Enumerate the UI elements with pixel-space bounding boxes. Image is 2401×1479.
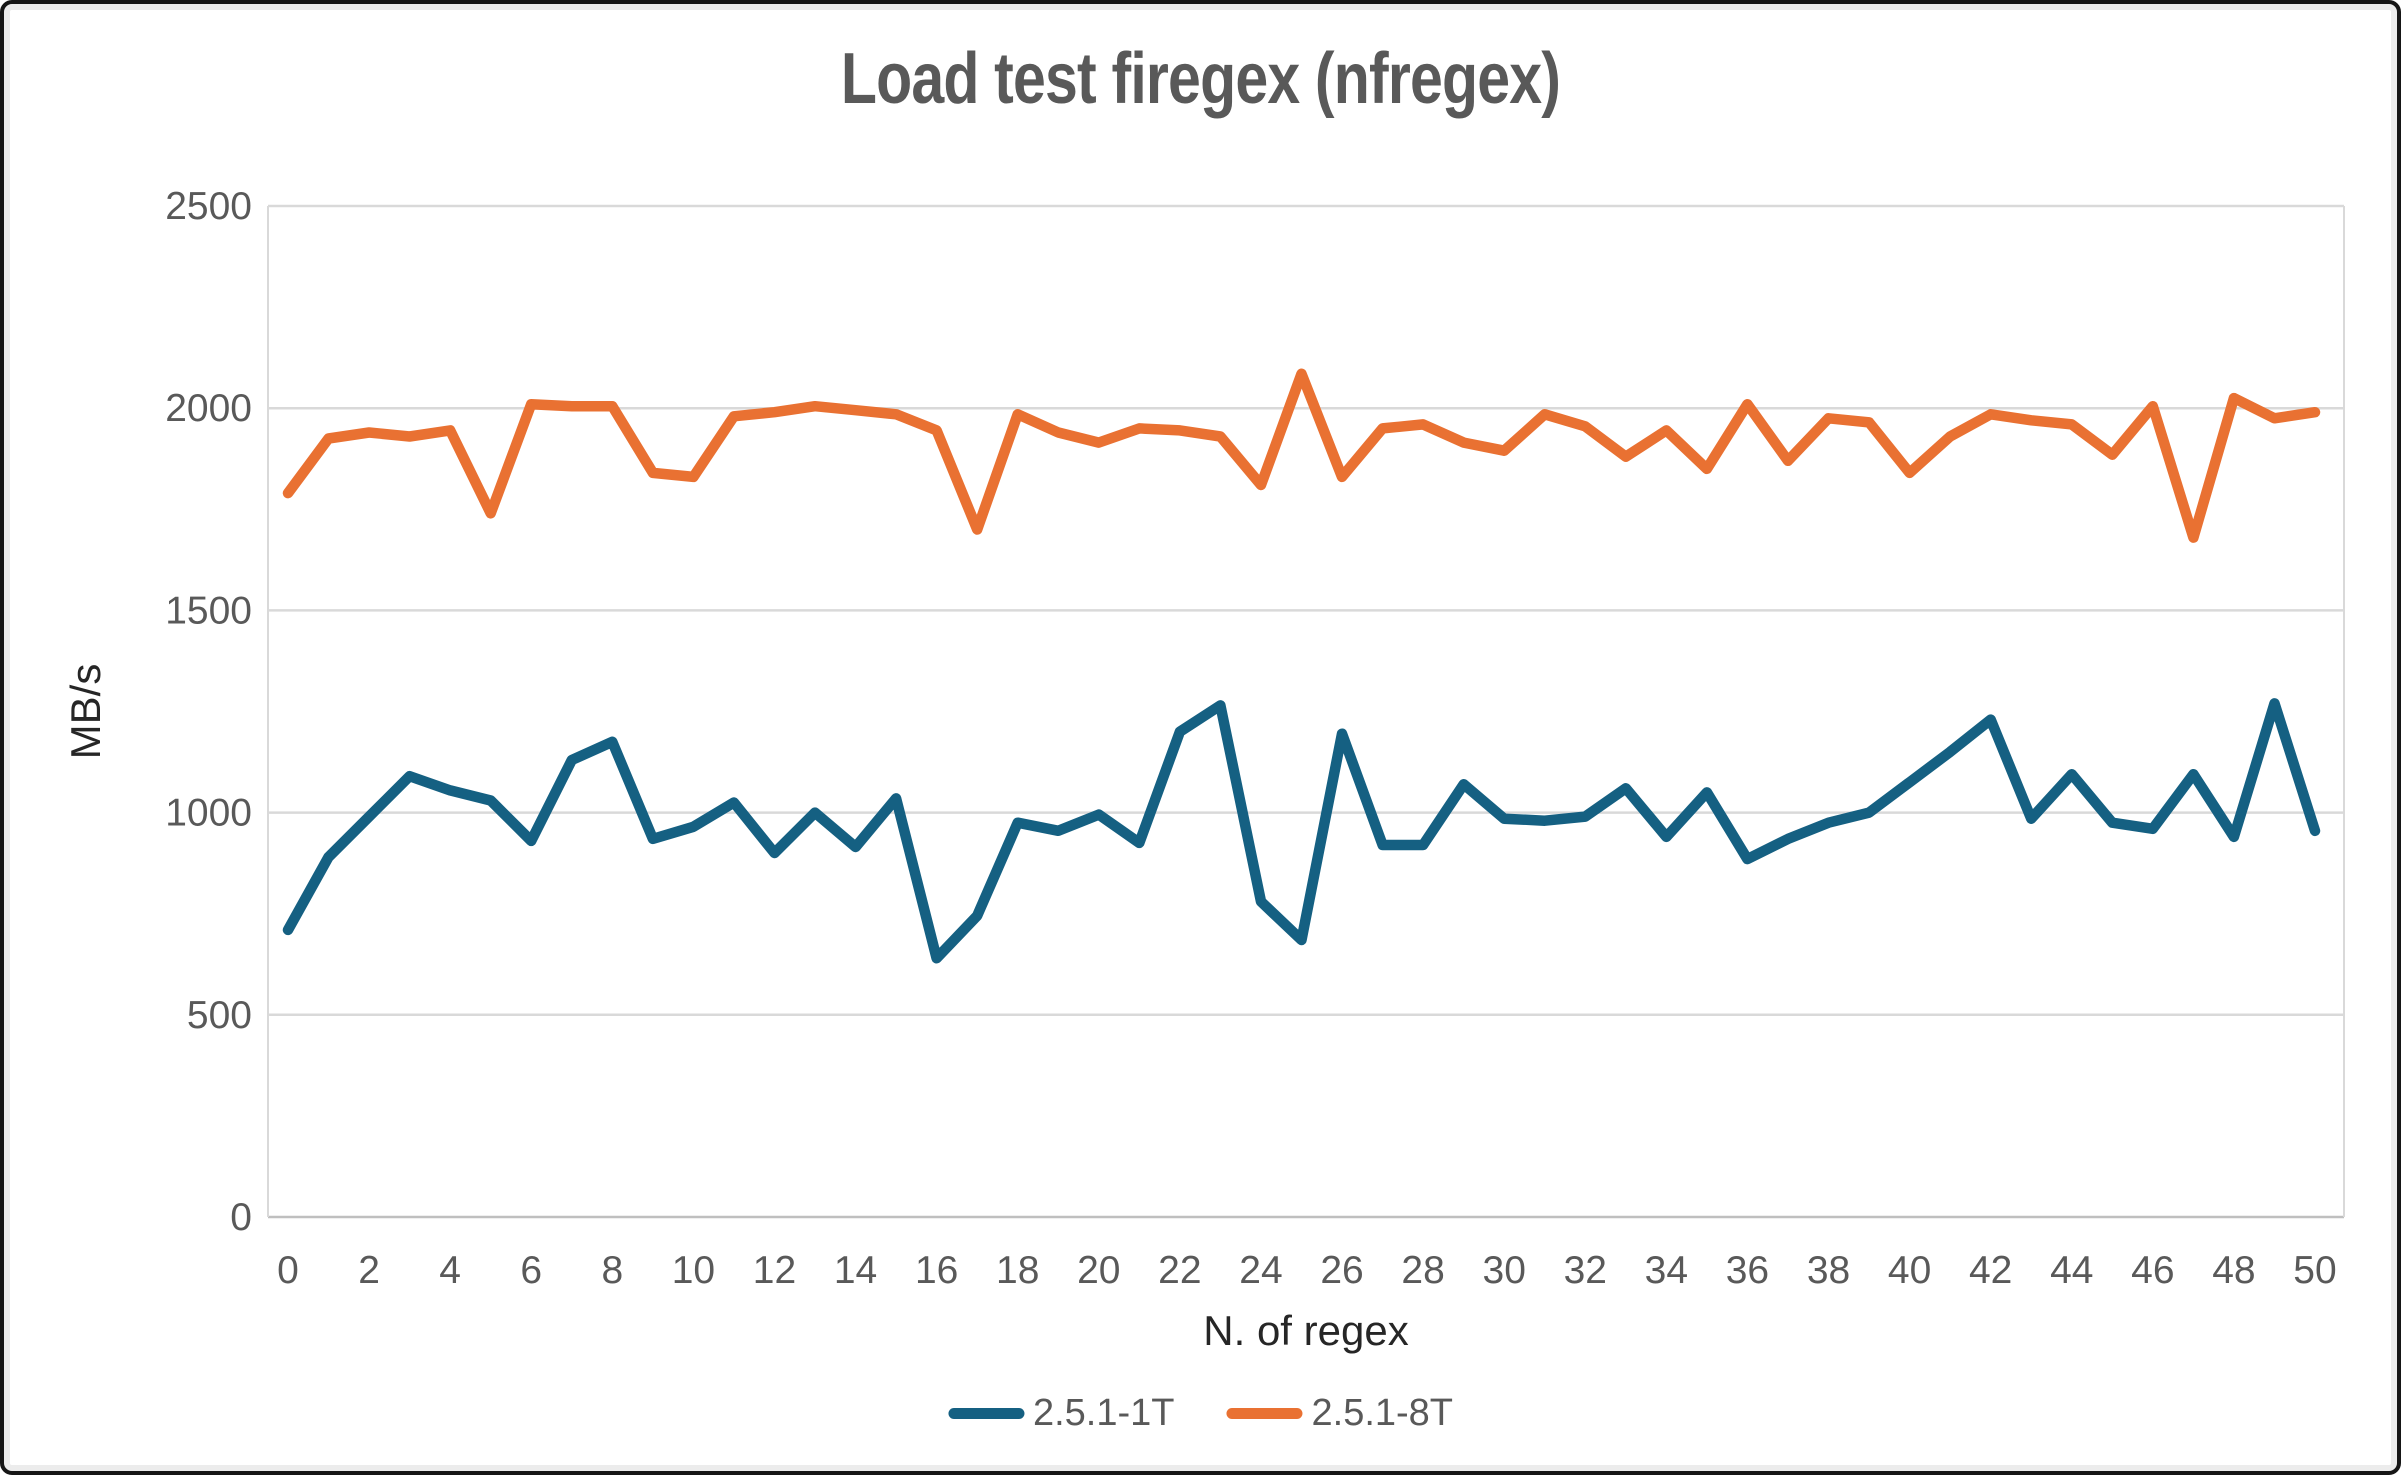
legend-entry-series-2[interactable]: 2.5.1-8T bbox=[1226, 1392, 1454, 1435]
x-tick-label-40: 40 bbox=[1888, 1249, 1931, 1292]
x-tick-label-28: 28 bbox=[1401, 1249, 1444, 1292]
x-tick-label-20: 20 bbox=[1077, 1249, 1120, 1292]
y-tick-label-2000: 2000 bbox=[165, 387, 252, 430]
legend-entry-series-1[interactable]: 2.5.1-1T bbox=[947, 1392, 1175, 1435]
series-line-2 bbox=[282, 368, 2321, 543]
legend-swatch-series-1-icon bbox=[947, 1408, 1024, 1419]
x-tick-label-16: 16 bbox=[915, 1249, 958, 1292]
x-tick-label-38: 38 bbox=[1807, 1249, 1850, 1292]
x-tick-label-0: 0 bbox=[277, 1249, 299, 1292]
x-tick-label-32: 32 bbox=[1564, 1249, 1607, 1292]
x-tick-label-50: 50 bbox=[2293, 1249, 2336, 1292]
legend-swatch-series-2-icon bbox=[1226, 1408, 1303, 1419]
x-tick-label-12: 12 bbox=[753, 1249, 796, 1292]
x-tick-label-2: 2 bbox=[358, 1249, 380, 1292]
x-tick-label-30: 30 bbox=[1483, 1249, 1526, 1292]
x-tick-label-42: 42 bbox=[1969, 1249, 2012, 1292]
chart-title: Load test firegex (nfregex) bbox=[840, 39, 1561, 119]
y-tick-label-0: 0 bbox=[230, 1196, 252, 1239]
x-tick-label-8: 8 bbox=[601, 1249, 623, 1292]
x-axis-title: N. of regex bbox=[1203, 1307, 1408, 1354]
y-tick-label-1000: 1000 bbox=[165, 792, 252, 835]
x-tick-label-18: 18 bbox=[996, 1249, 1039, 1292]
x-tick-label-48: 48 bbox=[2212, 1249, 2255, 1292]
x-tick-label-44: 44 bbox=[2050, 1249, 2093, 1292]
x-tick-label-6: 6 bbox=[520, 1249, 542, 1292]
legend-label-series-1: 2.5.1-1T bbox=[1032, 1392, 1175, 1434]
x-tick-label-24: 24 bbox=[1239, 1249, 1282, 1292]
x-tick-label-10: 10 bbox=[672, 1249, 715, 1292]
y-tick-label-1500: 1500 bbox=[165, 589, 252, 632]
chart-legend: 2.5.1-1T 2.5.1-8T bbox=[947, 1392, 1454, 1435]
legend-label-series-2: 2.5.1-8T bbox=[1311, 1392, 1454, 1434]
x-tick-label-34: 34 bbox=[1645, 1249, 1688, 1292]
y-axis-title: MB/s bbox=[62, 664, 109, 760]
x-tick-label-22: 22 bbox=[1158, 1249, 1201, 1292]
series-line-1 bbox=[282, 698, 2321, 964]
x-tick-label-4: 4 bbox=[439, 1249, 461, 1292]
y-tick-label-500: 500 bbox=[187, 994, 252, 1037]
x-tick-label-26: 26 bbox=[1320, 1249, 1363, 1292]
x-tick-label-14: 14 bbox=[834, 1249, 877, 1292]
x-tick-label-46: 46 bbox=[2131, 1249, 2174, 1292]
x-tick-label-36: 36 bbox=[1726, 1249, 1769, 1292]
y-tick-label-2500: 2500 bbox=[165, 185, 252, 228]
